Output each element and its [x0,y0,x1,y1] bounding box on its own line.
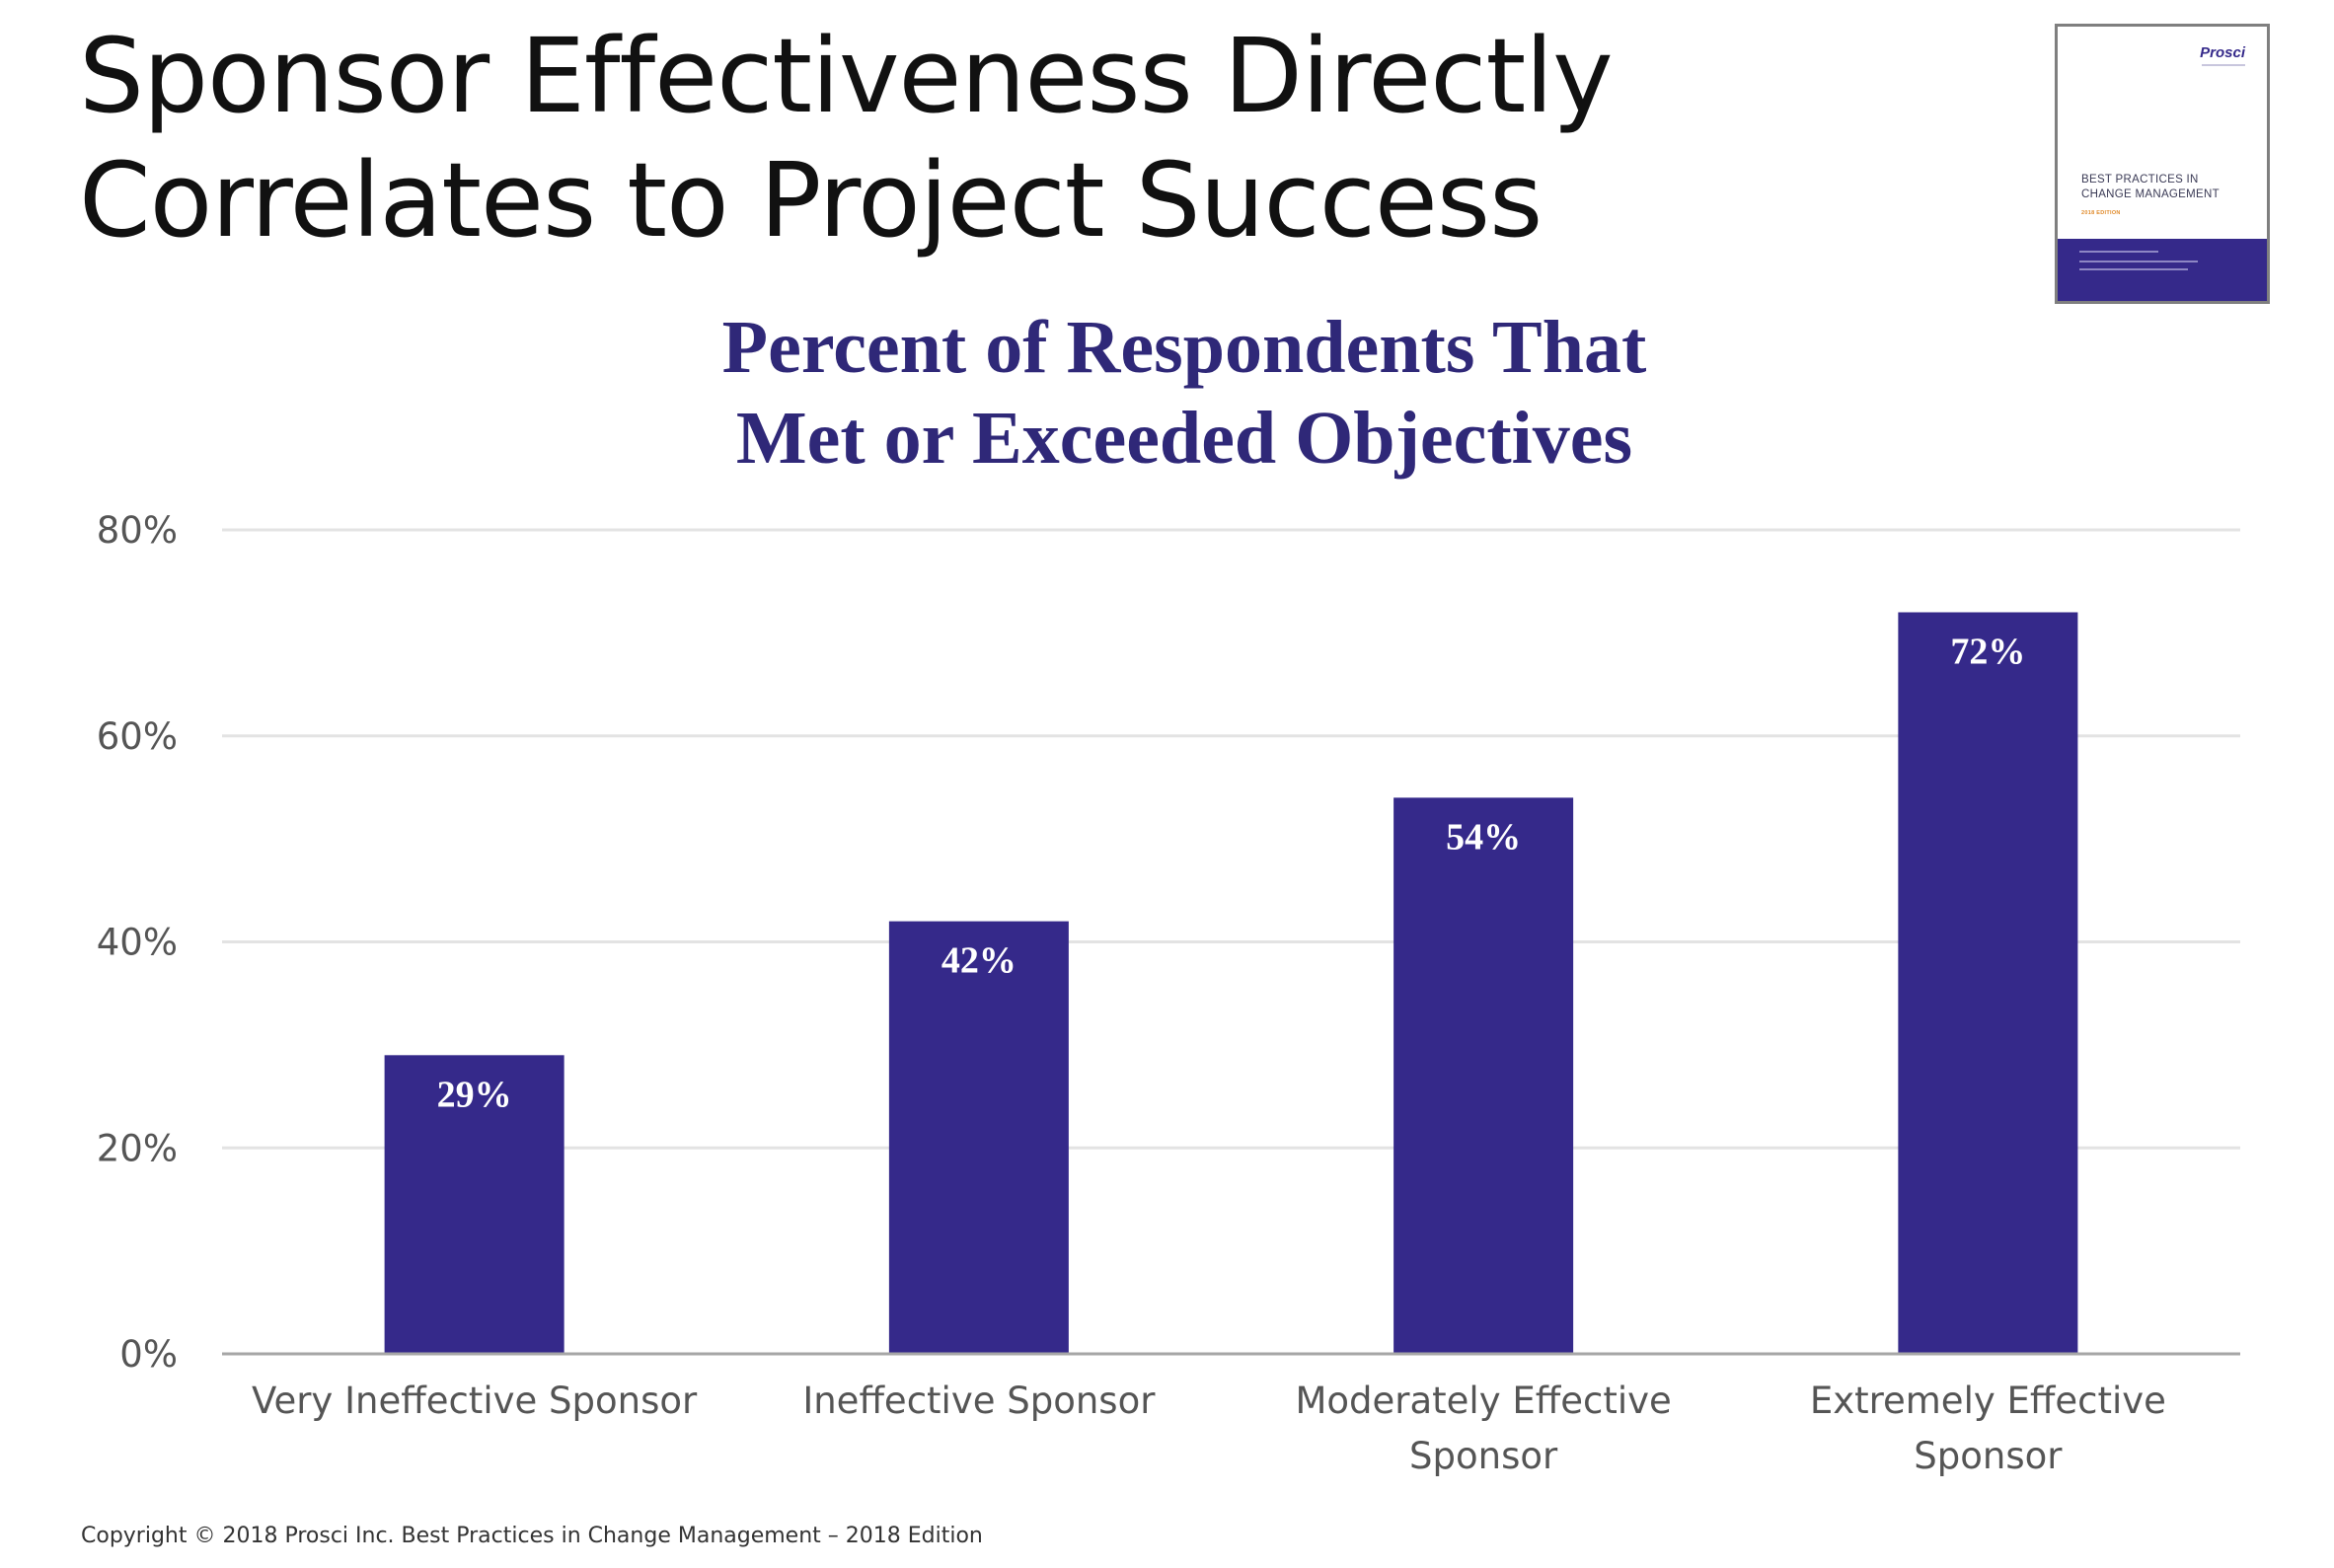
x-category-label: Moderately Effective Sponsor [1295,1380,1671,1477]
book-cover-thumbnail: Prosci BEST PRACTICES IN CHANGE MANAGEME… [2055,24,2270,304]
bar [384,1055,565,1354]
chart-title-line-2: Met or Exceeded Objectives [735,397,1633,480]
x-category-label-line: Moderately Effective [1295,1380,1671,1422]
x-category-label-line: Sponsor [1914,1435,2063,1477]
x-category-label-line: Extremely Effective [1810,1380,2166,1422]
x-category-label: Extremely Effective Sponsor [1810,1380,2166,1477]
y-tick-label: 0% [119,1333,178,1376]
book-band-line [2079,251,2158,253]
book-title-line-2: CHANGE MANAGEMENT [2081,188,2220,200]
x-category-label: Ineffective Sponsor [802,1380,1156,1422]
book-edition: 2018 EDITION [2081,210,2121,216]
x-category-label: Very Ineffective Sponsor [252,1380,698,1422]
y-tick-label: 40% [97,922,178,964]
book-title-line-1: BEST PRACTICES IN [2081,174,2199,186]
copyright-footer: Copyright © 2018 Prosci Inc. Best Practi… [81,1524,983,1548]
data-label: 29% [437,1074,512,1115]
bars [384,612,2078,1354]
y-tick-label: 60% [97,715,178,758]
y-tick-label: 20% [97,1127,178,1169]
x-category-label-line: Ineffective Sponsor [802,1380,1156,1422]
slide-title-line-2: Correlates to Project Success [79,140,1543,261]
book-band-line [2079,268,2188,270]
slide-title-line-1: Sponsor Effectiveness Directly [79,16,1614,136]
bar [1393,797,1574,1354]
chart-title-line-1: Percent of Respondents That [721,306,1647,389]
x-category-label-line: Sponsor [1409,1435,1558,1477]
data-label: 54% [1446,816,1521,858]
x-category-label-line: Very Ineffective Sponsor [252,1380,698,1422]
book-title: BEST PRACTICES IN CHANGE MANAGEMENT [2081,173,2259,202]
data-label: 42% [941,940,1016,982]
bar [1898,612,2078,1354]
book-cover-band [2058,239,2267,301]
labels: 0% 20% 40% 60% 80% 29% Very Ineffective Sponso… [97,509,2166,1477]
data-label: 72% [1950,632,2025,673]
y-tick-label: 80% [97,509,178,552]
chart-title: Percent of Respondents That Met or Excee… [592,302,1776,484]
bar [888,921,1069,1354]
slide-title: Sponsor Effectiveness Directly Correlate… [79,14,1658,262]
book-brand-logo: Prosci [2200,44,2245,61]
book-brand-rule [2202,64,2245,66]
book-band-line [2079,261,2198,262]
